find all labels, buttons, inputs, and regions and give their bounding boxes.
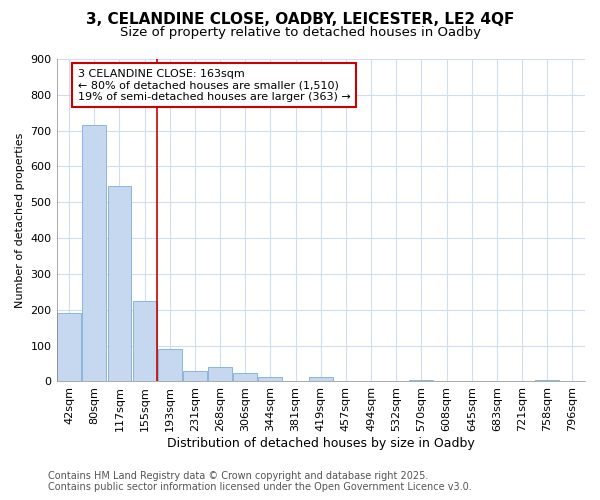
Bar — [183, 370, 207, 382]
Bar — [309, 377, 333, 382]
Bar — [233, 372, 257, 382]
Y-axis label: Number of detached properties: Number of detached properties — [15, 132, 25, 308]
Text: Contains HM Land Registry data © Crown copyright and database right 2025.
Contai: Contains HM Land Registry data © Crown c… — [48, 471, 472, 492]
Bar — [82, 126, 106, 382]
Text: Size of property relative to detached houses in Oadby: Size of property relative to detached ho… — [119, 26, 481, 39]
Bar — [208, 367, 232, 382]
X-axis label: Distribution of detached houses by size in Oadby: Distribution of detached houses by size … — [167, 437, 475, 450]
Bar — [409, 380, 433, 382]
Bar — [535, 380, 559, 382]
Text: 3 CELANDINE CLOSE: 163sqm
← 80% of detached houses are smaller (1,510)
19% of se: 3 CELANDINE CLOSE: 163sqm ← 80% of detac… — [77, 68, 350, 102]
Bar — [107, 186, 131, 382]
Text: 3, CELANDINE CLOSE, OADBY, LEICESTER, LE2 4QF: 3, CELANDINE CLOSE, OADBY, LEICESTER, LE… — [86, 12, 514, 28]
Bar — [158, 349, 182, 382]
Bar — [57, 314, 81, 382]
Bar — [259, 377, 283, 382]
Bar — [133, 301, 157, 382]
